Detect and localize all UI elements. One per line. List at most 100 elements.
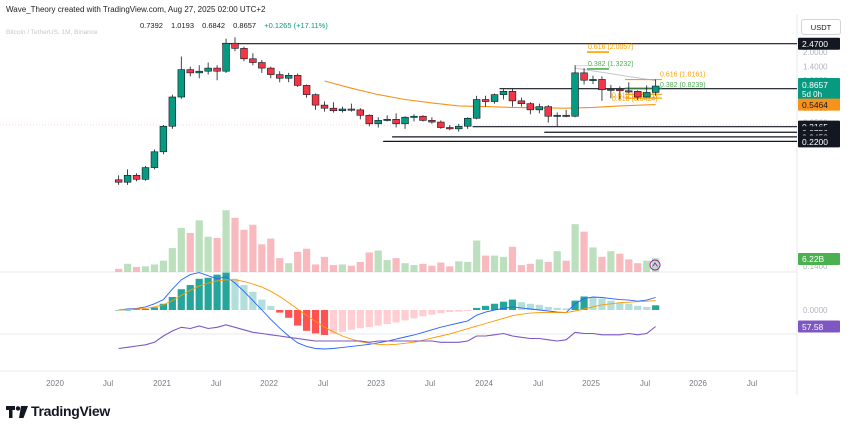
- candle-body: [642, 92, 651, 98]
- macd-histogram-bar: [410, 310, 418, 319]
- macd-histogram-bar: [508, 299, 517, 310]
- macd-histogram-bar: [168, 297, 176, 310]
- candle-body: [517, 100, 526, 104]
- volume-bar: [499, 256, 508, 272]
- candle-body: [455, 125, 463, 130]
- macd-histogram-bar: [195, 278, 203, 310]
- price-axis-tick: 2.0000: [803, 48, 828, 57]
- volume-bar: [276, 258, 284, 272]
- volume-bar: [141, 266, 150, 272]
- candle-body: [598, 79, 606, 91]
- candle-body: [553, 114, 561, 117]
- candle-body: [580, 72, 588, 81]
- volume-bar: [392, 258, 400, 272]
- macd-histogram-bar: [329, 310, 338, 334]
- volume-bar: [634, 263, 642, 272]
- volume-bar: [616, 253, 624, 272]
- time-axis-tick: 2022: [260, 379, 278, 388]
- macd-histogram-bar: [652, 305, 660, 310]
- volume-bar: [490, 255, 499, 272]
- candle-body: [607, 88, 615, 91]
- candle-body: [177, 69, 185, 98]
- volume-bar: [428, 265, 436, 272]
- candle-body: [499, 91, 508, 95]
- candle-body: [284, 74, 293, 79]
- volume-bar: [625, 259, 633, 272]
- volume-bar: [132, 266, 141, 272]
- volume-bar: [159, 260, 167, 272]
- candle-body: [293, 74, 302, 86]
- candle-body: [258, 62, 266, 69]
- candle-body: [204, 67, 212, 72]
- candle-body: [401, 116, 409, 125]
- time-axis-tick: Jul: [533, 379, 543, 388]
- macd-histogram-bar: [124, 310, 132, 311]
- macd-histogram-bar: [634, 305, 642, 310]
- candle-body: [535, 106, 544, 111]
- macd-histogram-bar: [455, 310, 463, 312]
- candle-body: [365, 114, 373, 125]
- macd-histogram-bar: [535, 304, 543, 310]
- candle-body: [114, 179, 123, 183]
- macd-histogram-bar: [285, 310, 293, 318]
- macd-histogram-bar: [338, 310, 346, 332]
- candle-body: [240, 48, 248, 60]
- candle-body: [544, 106, 552, 117]
- alert-icon: [652, 262, 658, 267]
- candle-body: [123, 174, 132, 183]
- volume-bar: [401, 263, 409, 272]
- volume-bar: [419, 263, 427, 272]
- macd-histogram-bar: [374, 310, 382, 326]
- tradingview-logo-icon: [6, 405, 28, 418]
- time-axis-tick: 2025: [582, 379, 600, 388]
- macd-histogram-bar: [562, 308, 570, 310]
- volume-bar: [294, 251, 302, 272]
- price-level-label: 2.4700: [802, 39, 828, 49]
- macd-histogram-bar: [428, 310, 436, 315]
- candle-body: [508, 91, 517, 102]
- volume-bar: [535, 259, 543, 272]
- volume-bar: [607, 251, 615, 272]
- candle-body: [231, 42, 239, 49]
- candle-body: [589, 79, 597, 81]
- fib-level-label: 0.616 (1.0161): [660, 72, 706, 79]
- volume-bar: [329, 265, 338, 272]
- candle-body: [159, 125, 168, 153]
- current-price-label: 0.8657: [802, 80, 828, 90]
- candle-body: [338, 108, 347, 112]
- price-axis-tick: 0.1400: [803, 262, 828, 271]
- candle-body: [526, 103, 535, 111]
- candle-body: [132, 174, 141, 180]
- volume-bar: [347, 265, 355, 272]
- time-axis-tick: Jul: [211, 379, 221, 388]
- macd-histogram-bar: [177, 289, 185, 310]
- volume-bar: [231, 217, 239, 272]
- volume-bar: [186, 232, 194, 272]
- time-axis-tick: Jul: [318, 379, 328, 388]
- macd-histogram-bar: [625, 303, 633, 310]
- price-label-box: [798, 37, 840, 50]
- candle-body: [150, 151, 159, 168]
- candle-body: [213, 67, 221, 72]
- time-axis-tick: Jul: [103, 379, 113, 388]
- candle-body: [249, 58, 257, 63]
- fib-level-label: 0.616 (2.0057): [588, 44, 634, 51]
- volume-bar: [258, 244, 266, 272]
- ma-price-box: [798, 98, 840, 111]
- volume-bar: [437, 262, 445, 272]
- macd-histogram-bar: [643, 306, 651, 310]
- currency-button[interactable]: USDT: [801, 19, 841, 35]
- candle-body: [168, 96, 177, 127]
- macd-histogram-bar: [294, 310, 302, 326]
- volume-label-box: [798, 253, 840, 265]
- volume-bar: [553, 251, 561, 272]
- volume-bar: [410, 265, 418, 272]
- alert-icon: [649, 259, 661, 271]
- price-label-box: [798, 135, 840, 148]
- volume-bar: [643, 260, 651, 272]
- macd-histogram-bar: [517, 302, 525, 310]
- macd-histogram-bar: [401, 310, 409, 321]
- macd-histogram-bar: [571, 300, 579, 310]
- volume-bar: [365, 252, 373, 272]
